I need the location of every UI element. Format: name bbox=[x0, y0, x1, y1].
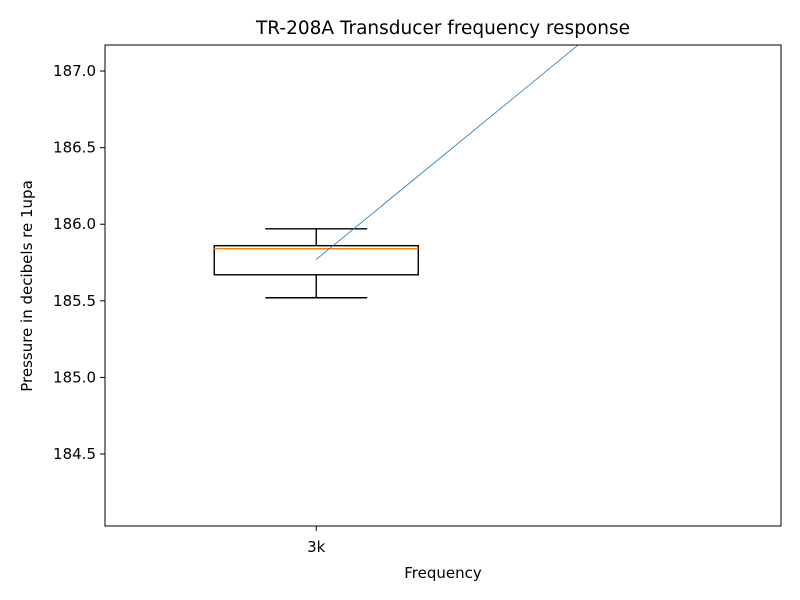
x-axis-label: Frequency bbox=[404, 564, 482, 582]
chart-title: TR-208A Transducer frequency response bbox=[255, 18, 630, 39]
y-tick-label: 185.5 bbox=[53, 292, 96, 310]
plot-frame bbox=[104, 44, 782, 527]
y-axis: 184.5 185.0 185.5 186.0 186.5 187.0 bbox=[53, 62, 105, 463]
y-tick-label: 187.0 bbox=[53, 62, 96, 80]
data-line bbox=[315, 45, 579, 260]
box bbox=[213, 244, 419, 276]
y-tick-label: 186.5 bbox=[53, 139, 96, 157]
x-tick-label: 3k bbox=[307, 538, 326, 556]
box-plot bbox=[213, 228, 419, 299]
y-tick-label: 185.0 bbox=[53, 368, 96, 386]
y-tick-label: 184.5 bbox=[53, 445, 96, 463]
x-axis: 3k bbox=[307, 526, 326, 556]
plot-area bbox=[213, 45, 579, 299]
y-axis-label: Pressure in decibels re 1upa bbox=[18, 180, 36, 392]
y-tick-label: 186.0 bbox=[53, 215, 96, 233]
